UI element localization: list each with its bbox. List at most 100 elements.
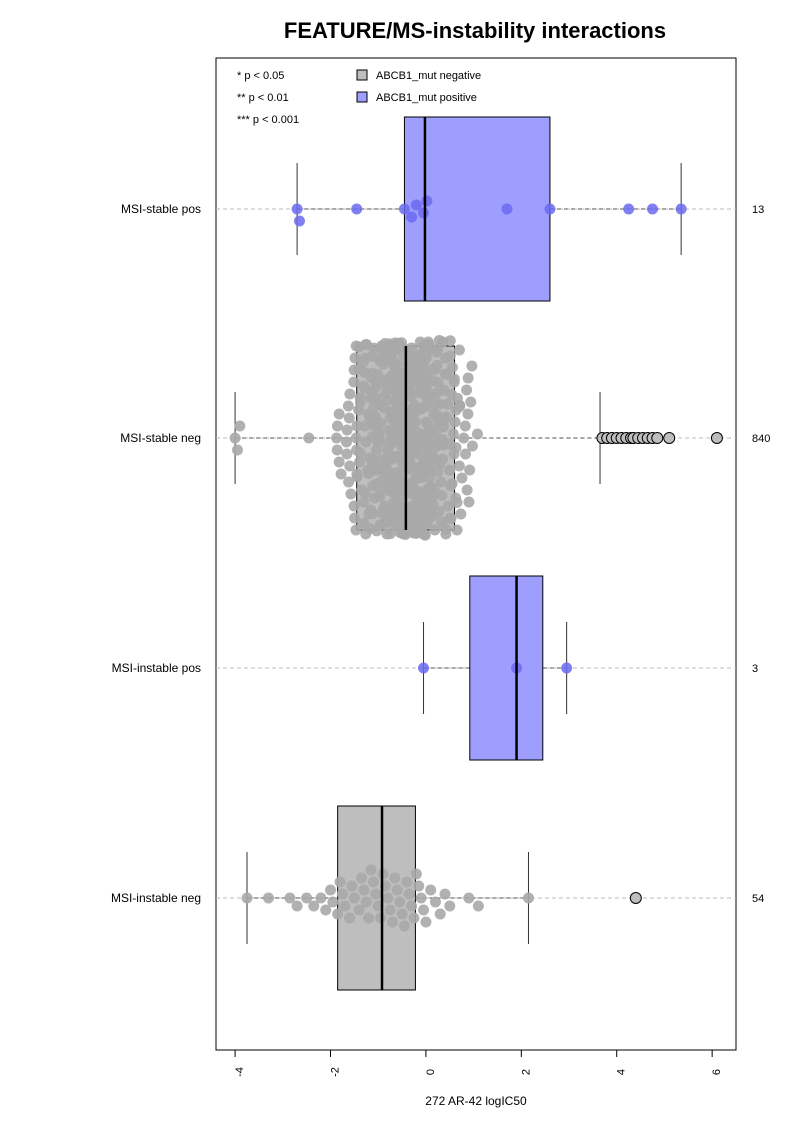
data-point [436,477,447,488]
data-point [406,212,417,223]
data-point [349,893,360,904]
data-point [344,413,355,424]
data-point [404,889,415,900]
data-point [263,893,274,904]
legend-label: ABCB1_mut negative [376,70,481,82]
data-point [385,905,396,916]
data-point [341,437,352,448]
x-tick-label: 0 [425,1069,437,1075]
data-point [410,416,421,427]
data-point [345,489,356,500]
data-point [462,409,473,420]
data-point [408,913,419,924]
data-point [355,448,366,459]
x-tick-label: -4 [234,1067,246,1077]
data-point [647,204,658,215]
data-point [363,913,374,924]
data-point [355,397,366,408]
data-point [472,429,483,440]
grid-lines [216,209,736,898]
data-point [451,442,462,453]
data-point [452,525,463,536]
boxes [235,117,681,990]
data-point [418,663,429,674]
data-point [444,901,455,912]
data-point [406,901,417,912]
data-point [445,350,456,361]
data-point [411,869,422,880]
data-point [366,865,377,876]
data-point [292,204,303,215]
data-point [315,893,326,904]
data-point [561,663,572,674]
data-point [450,417,461,428]
data-point [454,345,465,356]
data-point [447,362,458,373]
data-point [463,497,474,508]
group-count: 3 [752,663,758,675]
data-point [452,497,463,508]
data-point [332,445,343,456]
data-point [461,385,472,396]
data-point [230,433,241,444]
data-point [234,421,245,432]
outlier-point [630,893,641,904]
data-point [465,397,476,408]
data-point [292,901,303,912]
data-point [399,921,410,932]
group-label: MSI-stable neg [120,431,201,445]
group-count: 840 [752,433,770,445]
group-label: MSI-stable pos [121,202,201,216]
data-point [463,373,474,384]
data-point [421,196,432,207]
data-point [368,877,379,888]
data-point [339,901,350,912]
data-point [346,881,357,892]
data-point [387,917,398,928]
data-point [463,893,474,904]
significance-legend-item: ** p < 0.01 [237,92,289,104]
data-point [623,204,634,215]
data-point [375,913,386,924]
data-point [331,433,342,444]
legend-swatch [357,70,367,80]
data-point [454,401,465,412]
x-tick-label: 2 [520,1069,532,1075]
data-point [389,873,400,884]
group-count: 54 [752,893,764,905]
data-point [358,885,369,896]
data-point [337,889,348,900]
outlier-point [664,433,675,444]
x-axis-label: 272 AR-42 logIC50 [425,1094,527,1108]
significance-legend-item: * p < 0.05 [237,70,284,82]
data-point [397,909,408,920]
data-point [327,897,338,908]
data-point [349,501,360,512]
data-point [446,513,457,524]
data-point [382,893,393,904]
data-point [334,409,345,420]
legend-label: ABCB1_mut positive [376,92,477,104]
data-point [676,204,687,215]
data-point [348,377,359,388]
data-point [473,901,484,912]
outlier-point [652,433,663,444]
data-point [444,465,455,476]
data-point [344,913,355,924]
data-point [413,881,424,892]
data-point [544,204,555,215]
data-point [394,897,405,908]
chart-title: FEATURE/MS-instability interactions [284,18,666,43]
legend-swatch [357,92,367,102]
data-point [334,457,345,468]
data-point [466,361,477,372]
data-point [343,401,354,412]
data-point [392,885,403,896]
data-point [449,373,460,384]
data-point [430,897,441,908]
data-point [401,877,412,888]
data-point [462,485,473,496]
data-point [432,360,443,371]
data-point [448,429,459,440]
